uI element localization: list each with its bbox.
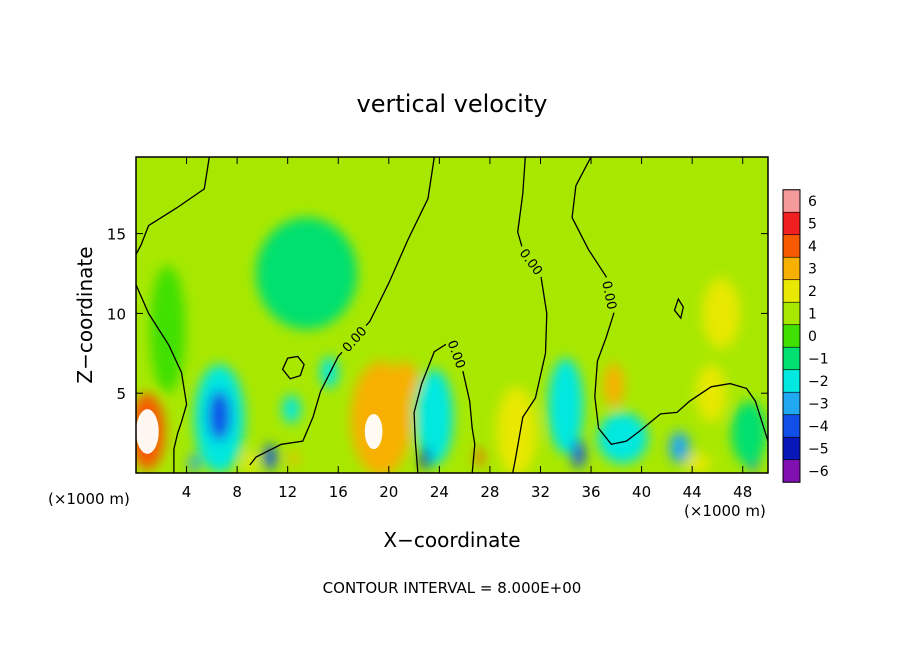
colorbar-swatch-11 [782, 436, 801, 461]
x-tick-label-24: 24 [430, 483, 449, 501]
colorbar-swatch-8 [782, 369, 801, 393]
y-tick-label-15: 15 [107, 226, 126, 244]
colorbar-label-6: 0 [808, 329, 817, 345]
colorbar-label-5: 1 [808, 307, 817, 323]
velocity-field [136, 169, 767, 473]
field-cell-27 [695, 364, 727, 422]
x-tick-label-32: 32 [531, 483, 550, 501]
field-cell-34 [426, 169, 490, 266]
chart-title: vertical velocity [357, 90, 548, 118]
field-cell-11 [364, 413, 383, 450]
field-cell-26 [702, 278, 741, 349]
plot-area: 0.000.000.000.00 [135, 156, 769, 474]
field-cell-14 [392, 361, 418, 400]
y-tick-label-5: 5 [116, 385, 126, 403]
colorbar-swatch-12 [782, 459, 801, 483]
x-tick-label-20: 20 [379, 483, 398, 501]
field-cell-21 [548, 358, 584, 454]
colorbar-swatch-7 [782, 346, 801, 371]
contour-line-7 [673, 297, 684, 320]
contour-label-bg-2 [336, 320, 372, 358]
field-cell-25 [669, 431, 690, 464]
colorbar-swatch-4 [782, 279, 801, 303]
field-cell-33 [502, 169, 579, 298]
x-tick-label-28: 28 [480, 483, 499, 501]
contour-label-bg-4 [599, 276, 621, 315]
contour-interval-footer: CONTOUR INTERVAL = 8.000E+00 [323, 579, 582, 597]
field-cell-7 [243, 450, 257, 473]
field-cell-5 [189, 453, 200, 473]
x-tick-label-4: 4 [182, 483, 192, 501]
y-axis-label: Z−coordinate [73, 246, 97, 383]
colorbar-swatch-2 [782, 234, 801, 258]
plot-frame [135, 156, 769, 474]
contour-label-bg-5 [444, 334, 470, 374]
contour-line-2 [249, 157, 435, 466]
x-tick-label-48: 48 [733, 483, 752, 501]
colorbar-label-7: −1 [808, 352, 829, 368]
y-tick-label-10: 10 [107, 305, 126, 323]
colorbar-swatch-0 [782, 189, 801, 213]
field-cell-4 [208, 390, 231, 442]
field-cell-8 [290, 450, 298, 467]
colorbar-label-4: 2 [808, 284, 817, 300]
colorbar-label-10: −4 [808, 419, 829, 435]
contour-line-1 [136, 284, 188, 473]
colorbar-label-0: 6 [808, 194, 817, 210]
contour-line-4 [571, 157, 768, 446]
x-tick-label-44: 44 [683, 483, 702, 501]
colorbar-swatch-3 [782, 256, 801, 281]
x-unit-label-left: (×1000 m) [48, 490, 130, 508]
x-tick-label-40: 40 [632, 483, 651, 501]
colorbar: 6 5 4 3 2 1 0 −1 −2 −3 −4 −5 −6 [782, 189, 829, 483]
colorbar-swatch-10 [782, 414, 801, 438]
field-cell-0 [136, 409, 159, 454]
x-unit-label-right: (×1000 m) [684, 502, 766, 520]
field-cell-30 [685, 453, 712, 473]
x-tick-label-12: 12 [278, 483, 297, 501]
x-axis-label: X−coordinate [383, 528, 520, 552]
field-cell-23 [603, 362, 624, 408]
field-cell-20 [496, 386, 537, 473]
colorbar-swatch-5 [782, 301, 801, 326]
field-cell-32 [256, 217, 358, 330]
field-cell-24 [597, 412, 648, 464]
colorbar-swatch-6 [782, 324, 801, 348]
colorbar-swatch-1 [782, 211, 801, 236]
field-cell-31 [149, 265, 186, 394]
contour-label-4: 0.00 [598, 280, 619, 311]
colorbar-label-1: 5 [808, 217, 817, 233]
colorbar-label-11: −5 [808, 442, 829, 458]
x-tick-label-36: 36 [581, 483, 600, 501]
x-axis: 4 8 12 16 20 24 28 32 36 40 44 48 [182, 157, 752, 501]
field-cell-18 [476, 447, 484, 467]
colorbar-label-12: −6 [808, 464, 829, 480]
x-tick-label-16: 16 [329, 483, 348, 501]
y-axis: 5 10 15 [107, 226, 768, 403]
colorbar-label-3: 3 [808, 262, 817, 278]
field-cell-9 [282, 394, 301, 424]
contour-line-6 [281, 355, 305, 380]
colorbar-label-2: 4 [808, 239, 817, 255]
colorbar-frame [782, 189, 801, 483]
contour-label-bg-3 [515, 242, 548, 281]
colorbar-label-8: −2 [808, 374, 829, 390]
colorbar-swatch-9 [782, 391, 801, 416]
field-cell-29 [731, 401, 767, 466]
colorbar-label-9: −3 [808, 397, 829, 413]
field-cell-17 [420, 447, 431, 470]
field-cell-16 [415, 369, 454, 466]
field-cell-6 [263, 444, 277, 470]
contour-line-0 [136, 157, 210, 255]
contour-line-3 [512, 157, 548, 473]
field-cell-22 [572, 439, 585, 469]
x-tick-label-8: 8 [232, 483, 242, 501]
